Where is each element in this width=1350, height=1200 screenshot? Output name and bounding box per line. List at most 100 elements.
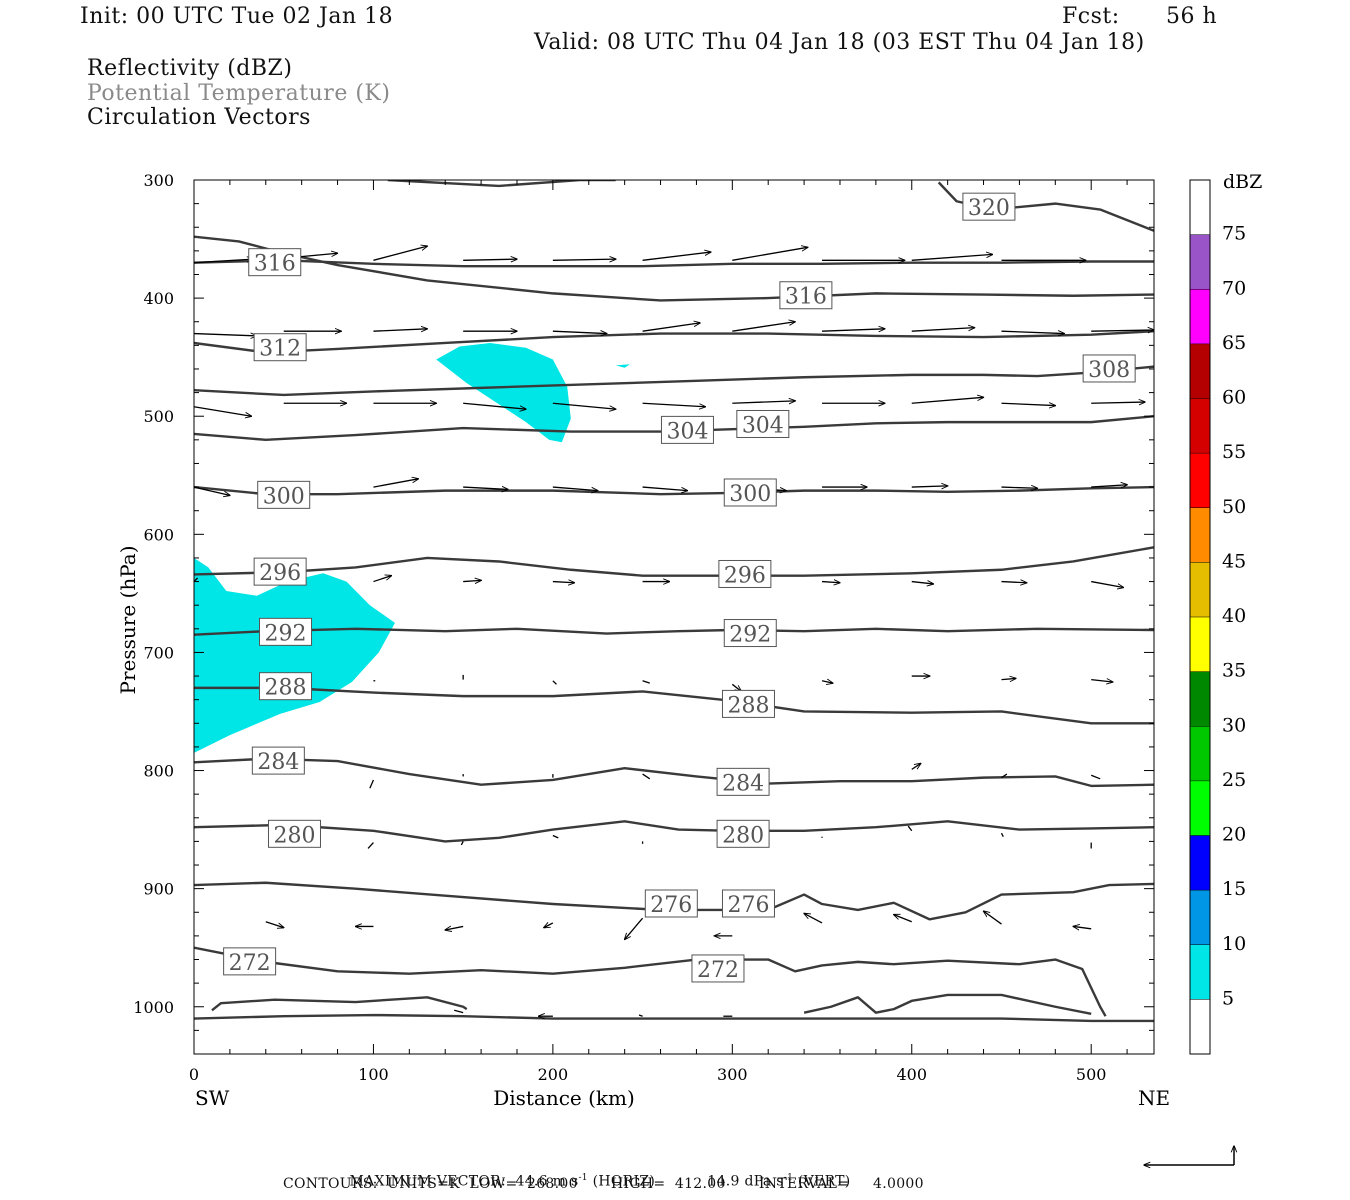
circulation-vector	[642, 323, 700, 332]
circulation-vector	[911, 763, 921, 770]
circulation-vector	[642, 402, 706, 407]
colorbar-label: 20	[1222, 824, 1246, 846]
colorbar-swatch	[1190, 562, 1210, 617]
colorbar-label: 35	[1222, 660, 1246, 682]
contour-label-320: 320	[962, 192, 1016, 221]
contour-label-text: 288	[727, 693, 769, 718]
circulation-vector	[552, 331, 607, 333]
circulation-vector	[984, 911, 1002, 925]
contour-label-304: 304	[660, 415, 714, 444]
circulation-vector	[463, 402, 526, 409]
contour-label-316: 316	[248, 248, 302, 277]
contour-label-316: 316	[779, 281, 833, 310]
circulation-vector	[1000, 832, 1004, 837]
y-tick-label: 700	[143, 643, 174, 662]
circulation-vector	[1001, 331, 1064, 333]
contour-label-300: 300	[723, 478, 777, 507]
colorbar-label: 15	[1222, 878, 1246, 900]
contour-label-text: 288	[265, 676, 307, 701]
circulation-vector	[1091, 580, 1123, 588]
x-tick-label: 300	[717, 1065, 748, 1084]
theta-contour-276	[194, 881, 1154, 921]
contour-label-text: 292	[265, 621, 307, 646]
x-end-label-right: NE	[1138, 1086, 1170, 1110]
contour-label-box	[223, 947, 277, 976]
circulation-vector	[460, 841, 464, 846]
contour-label-288: 288	[721, 689, 775, 718]
circulation-vector	[552, 582, 575, 583]
contour-label-box	[716, 819, 770, 848]
circulation-vector	[911, 582, 934, 584]
contour-label-312: 312	[253, 333, 307, 362]
circulation-vector	[1001, 678, 1015, 679]
x-tick-label: 0	[189, 1065, 199, 1084]
circulation-vector	[265, 921, 284, 928]
contour-label-text: 304	[666, 419, 708, 444]
contour-label-box	[718, 559, 772, 588]
contour-label-box	[259, 672, 313, 701]
contour-label-box	[253, 333, 307, 362]
circulation-vector	[1091, 485, 1127, 487]
reflectivity-area-0	[194, 557, 395, 753]
contour-label-276: 276	[644, 889, 698, 918]
contour-label-280: 280	[716, 819, 770, 848]
contour-label-box	[691, 954, 745, 983]
circulation-vector	[642, 680, 650, 684]
contour-label-text: 272	[697, 958, 739, 983]
contour-label-308: 308	[1082, 354, 1136, 383]
contour-label-box	[248, 248, 302, 277]
contour-label-layer: 320 316 316 312 308 304 304 300 300 296 296 292 292 2…	[223, 192, 1136, 983]
y-tick-label: 800	[143, 762, 174, 781]
circulation-vector	[822, 329, 885, 331]
contour-label-text: 316	[254, 252, 296, 277]
y-tick-label: 300	[143, 171, 174, 190]
circulation-vector	[638, 1014, 643, 1017]
circulation-vector	[1091, 402, 1145, 403]
contour-label-272: 272	[223, 947, 277, 976]
contour-label-300: 300	[257, 480, 311, 509]
circulation-vector	[463, 259, 517, 260]
colorbar-label: 50	[1222, 496, 1246, 518]
colorbar-title: dBZ	[1223, 171, 1262, 193]
circulation-vector	[552, 402, 616, 409]
colorbar-swatch	[1190, 234, 1210, 290]
colorbar-swatch	[1190, 671, 1210, 727]
colorbar-swatch	[1190, 180, 1210, 235]
contour-label-text: 296	[259, 561, 301, 586]
circulation-vector	[821, 681, 833, 683]
contour-label-box	[723, 478, 777, 507]
colorbar-label: 75	[1222, 223, 1246, 245]
forecast-hour: 56 h	[1166, 4, 1218, 29]
y-tick-label: 400	[143, 289, 174, 308]
contour-label-text: 280	[273, 823, 315, 848]
colorbar-swatch	[1190, 453, 1210, 508]
circulation-vector	[642, 486, 688, 491]
x-axis-title: Distance (km)	[493, 1086, 635, 1110]
circulation-vector	[1091, 680, 1113, 682]
colorbar-swatch	[1190, 944, 1210, 1000]
circulation-vector	[907, 825, 913, 832]
circulation-vector-layer	[193, 246, 1154, 1017]
contour-label-box	[251, 746, 305, 775]
theta-contour-304	[194, 415, 1154, 442]
colorbar-swatch	[1190, 835, 1210, 891]
theta-contour-312	[194, 329, 1154, 354]
colorbar-label: 30	[1222, 714, 1246, 736]
colorbar-swatch	[1190, 289, 1210, 344]
y-axis-title: Pressure (hPa)	[116, 546, 140, 695]
circulation-vector	[1090, 774, 1101, 780]
circulation-vector	[625, 917, 644, 939]
init-time: Init: 00 UTC Tue 02 Jan 18	[80, 4, 394, 29]
theta-contour-320	[937, 181, 1154, 232]
circulation-vector	[193, 334, 257, 336]
circulation-vector	[445, 926, 464, 930]
reference-vector-legend	[1144, 1146, 1234, 1165]
contour-label-288: 288	[259, 672, 313, 701]
y-tick-label: 600	[143, 525, 174, 544]
plot-frame	[193, 179, 1155, 1055]
circulation-vector	[193, 406, 251, 416]
x-tick-label: 400	[896, 1065, 927, 1084]
circulation-vector	[732, 247, 807, 261]
contour-label-284: 284	[251, 746, 305, 775]
